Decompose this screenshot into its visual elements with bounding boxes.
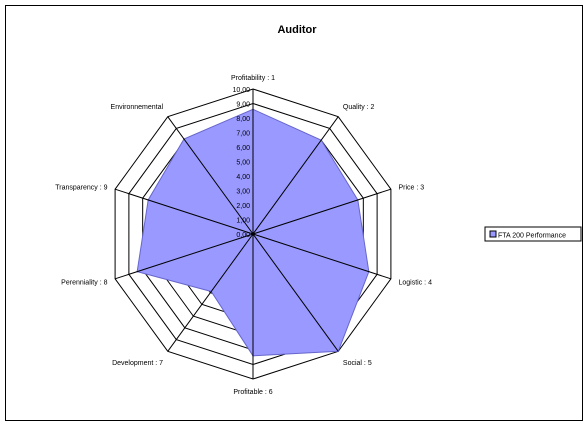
legend-label: FTA 200 Performance	[498, 233, 566, 240]
spoke	[252, 116, 339, 235]
category-label: Social : 5	[343, 360, 372, 367]
category-label: Profitability : 1	[231, 75, 275, 82]
category-label: Logistic : 4	[399, 279, 433, 286]
tick-label: 10,00	[232, 87, 250, 94]
spoke	[252, 233, 392, 280]
legend-swatch	[489, 230, 497, 238]
category-label: Environnemental	[111, 104, 164, 111]
category-label: Perenniality : 8	[61, 279, 107, 286]
tick-labels: 0,00 1,00 2,00 3,00 4,00 5,00 6,00 7,00 8,00 9,00…	[232, 87, 250, 239]
legend: FTA 200 Performance	[484, 226, 582, 242]
tick-label: 6,00	[236, 145, 250, 152]
tick-label: 9,00	[236, 102, 250, 109]
spoke	[167, 233, 254, 352]
spoke	[167, 116, 254, 235]
tick-label: 5,00	[236, 160, 250, 167]
tick-label: 7,00	[236, 131, 250, 138]
tick-label: 8,00	[236, 116, 250, 123]
tick-label: 1,00	[236, 218, 250, 225]
spoke	[114, 233, 254, 280]
tick-label: 3,00	[236, 189, 250, 196]
radar-spokes	[114, 89, 392, 379]
chart-title: Auditor	[277, 24, 317, 36]
spoke	[114, 188, 254, 235]
category-labels: Profitability : 1 Quality : 2 Price : 3 Log…	[55, 75, 432, 396]
category-label: Transparency : 9	[55, 185, 107, 192]
legend-box	[484, 226, 582, 242]
category-label: Development : 7	[112, 360, 163, 367]
spoke	[252, 233, 339, 352]
tick-label: 2,00	[236, 203, 250, 210]
tick-label: 0,00	[236, 232, 250, 239]
tick-label: 4,00	[236, 174, 250, 181]
category-label: Quality : 2	[343, 104, 375, 111]
spoke	[252, 188, 392, 235]
category-label: Profitable : 6	[233, 389, 272, 396]
category-label: Price : 3	[399, 185, 425, 192]
